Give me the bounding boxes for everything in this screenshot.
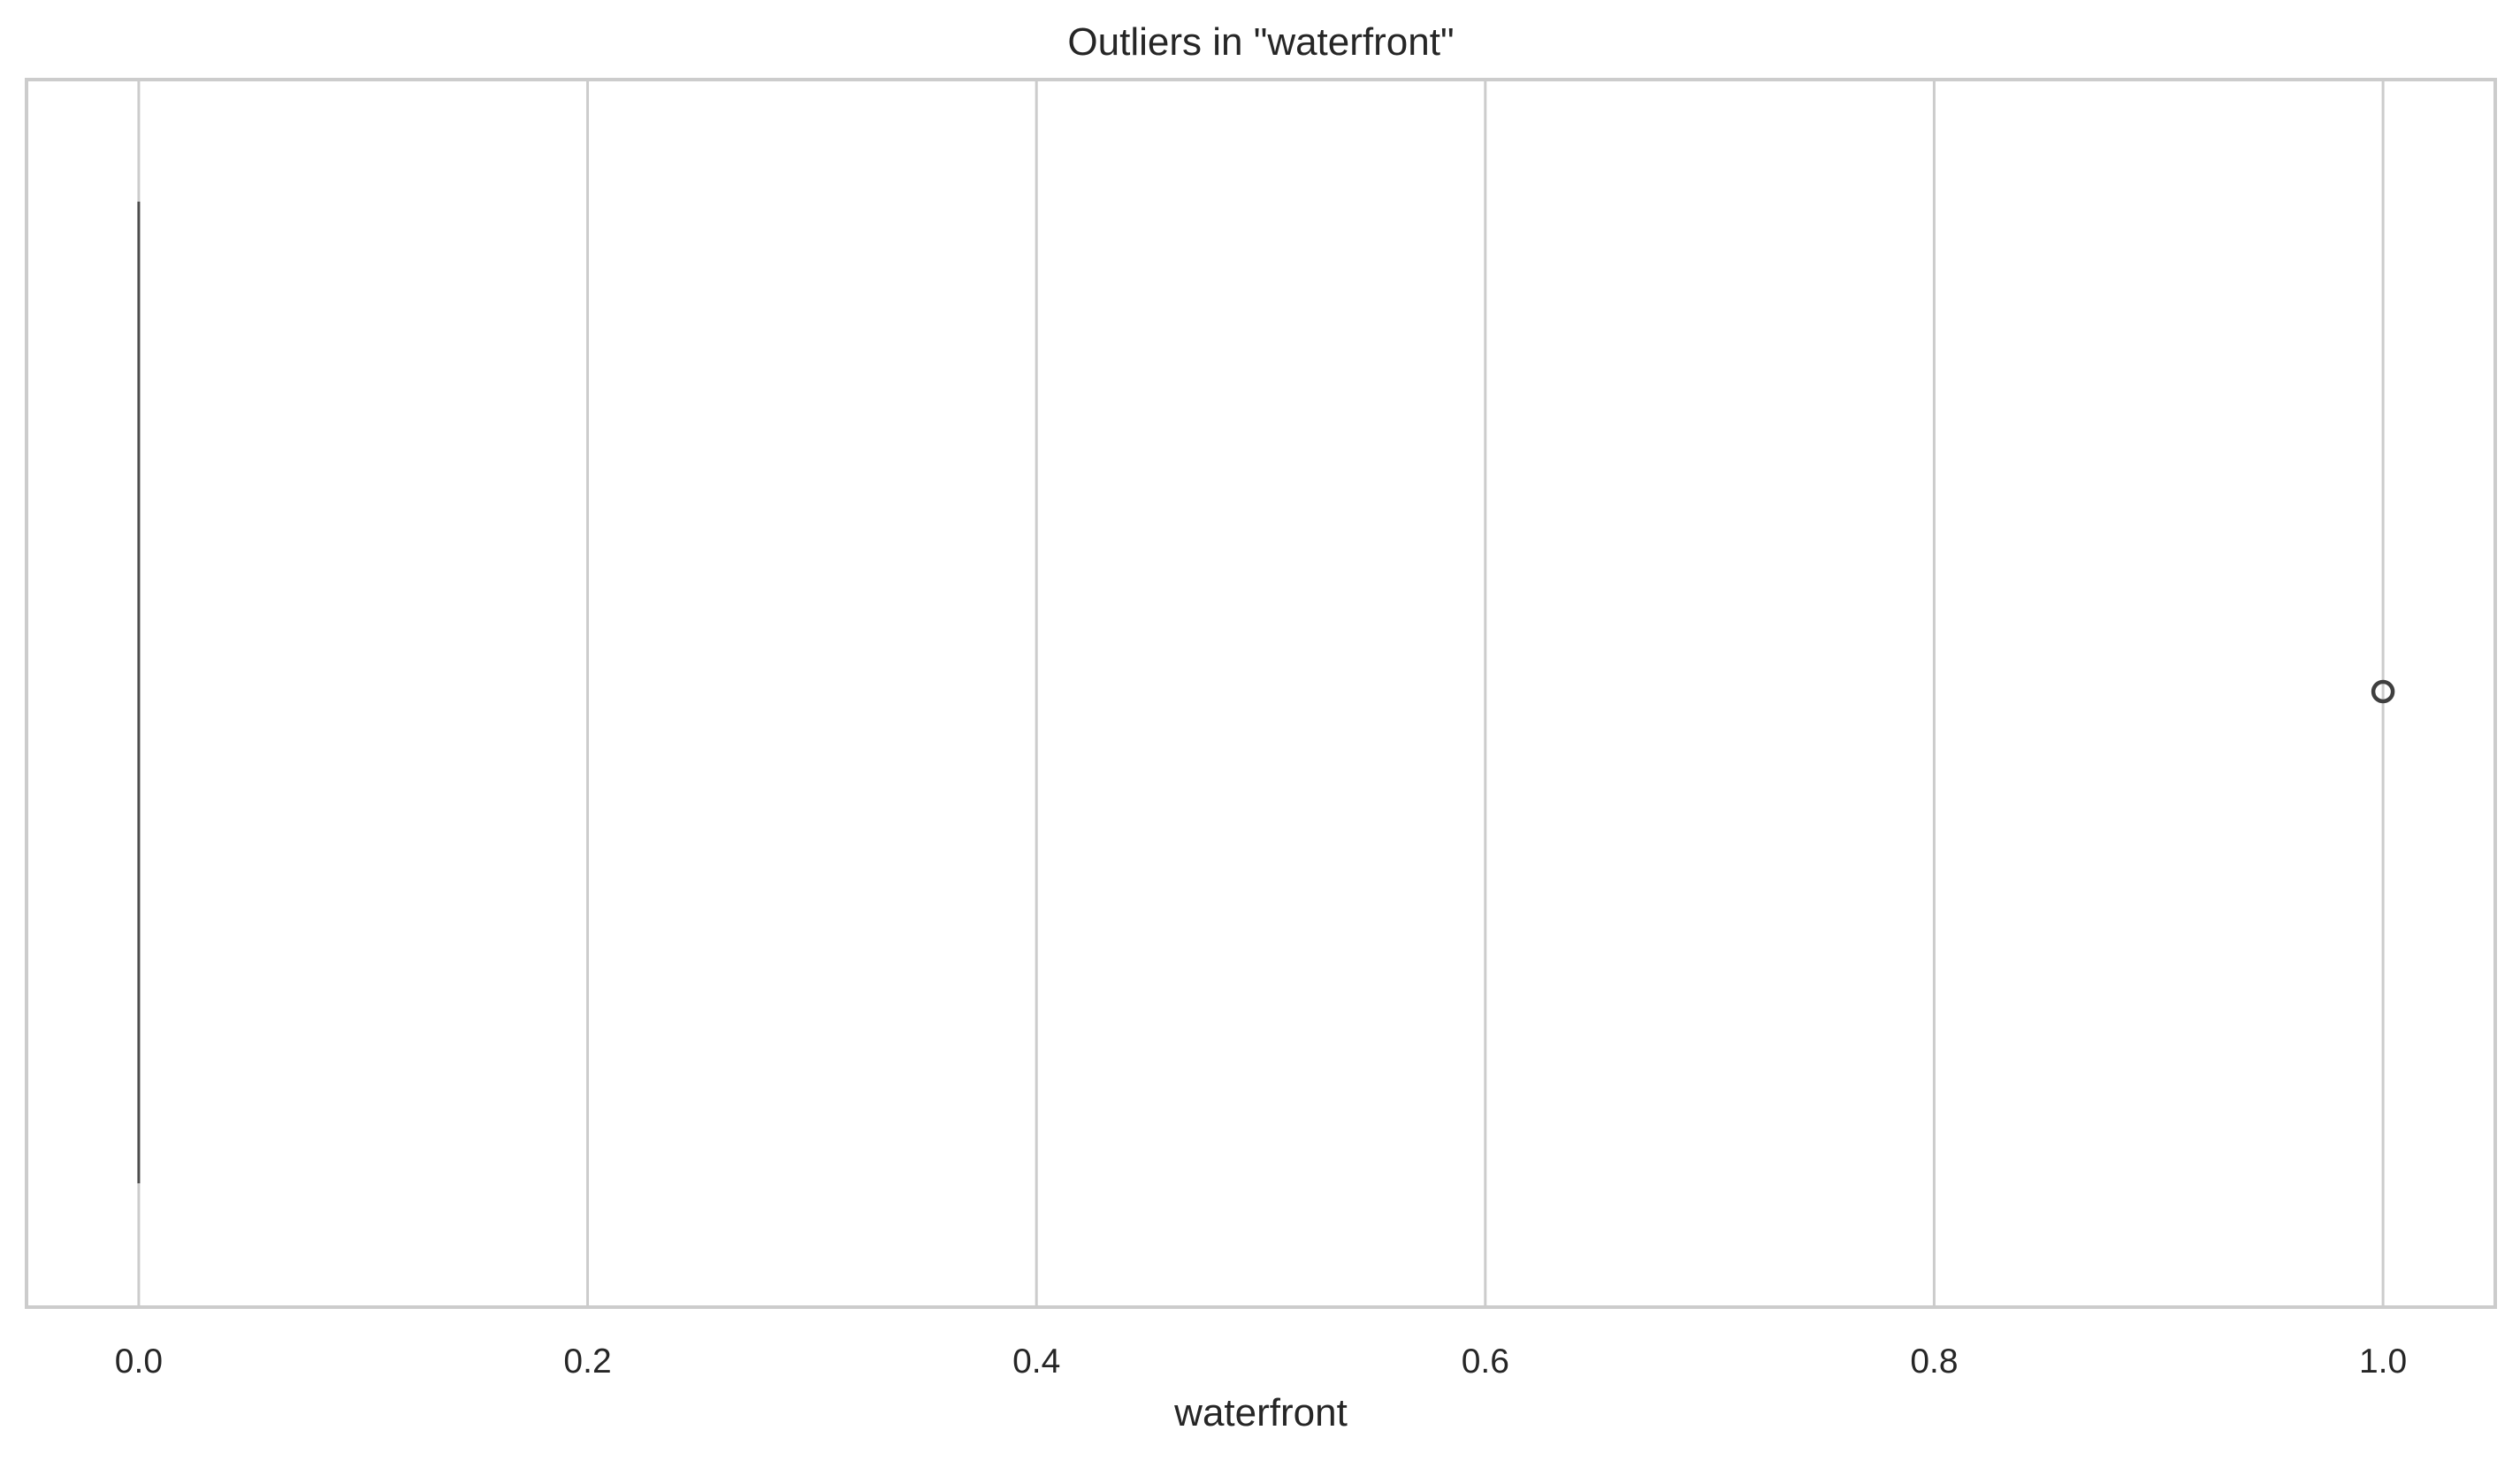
x-tick-label: 0.8 xyxy=(1910,1342,1958,1381)
chart-title: Outliers in "waterfront" xyxy=(1067,20,1454,64)
outlier-layer xyxy=(2371,679,2395,704)
gridlines xyxy=(137,80,2385,1307)
x-tick-label: 0.6 xyxy=(1462,1342,1509,1381)
x-tick-label: 0.4 xyxy=(1012,1342,1060,1381)
outlier-point xyxy=(2371,679,2395,704)
x-tick-label: 0.0 xyxy=(115,1342,163,1381)
plot-frame xyxy=(25,78,2497,1309)
x-tick-label: 1.0 xyxy=(2359,1342,2407,1381)
x-tick-labels: 0.0 0.2 0.4 0.6 0.8 1.0 xyxy=(115,1342,2407,1381)
x-axis-label: waterfront xyxy=(1173,1391,1348,1434)
x-tick-label: 0.2 xyxy=(563,1342,611,1381)
